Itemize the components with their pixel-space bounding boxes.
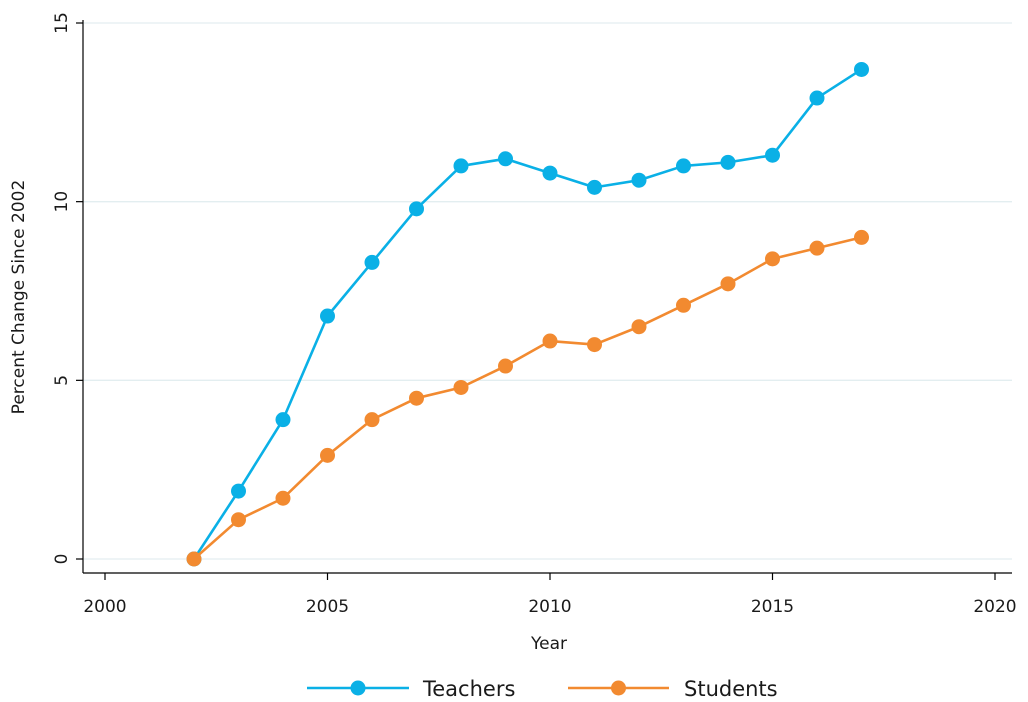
data-point <box>676 297 691 313</box>
legend-marker <box>350 680 366 696</box>
data-point <box>676 158 691 174</box>
data-point <box>542 165 558 181</box>
data-point <box>809 90 825 106</box>
data-point <box>587 337 602 353</box>
series-students <box>186 229 869 567</box>
legend: Teachers Students <box>307 677 778 701</box>
data-point <box>275 490 291 506</box>
data-point <box>453 379 469 395</box>
data-point <box>275 412 291 428</box>
data-point <box>542 333 558 349</box>
x-axis-title: Year <box>530 634 567 654</box>
data-point <box>231 512 246 528</box>
data-point <box>409 201 424 217</box>
x-tick-label: 2020 <box>973 597 1016 617</box>
series-line <box>193 236 862 560</box>
legend-label: Teachers <box>422 677 515 701</box>
data-point <box>720 154 736 170</box>
legend-marker <box>611 680 626 696</box>
y-axis-title: Percent Change Since 2002 <box>9 180 29 415</box>
data-point <box>631 319 647 335</box>
series <box>186 61 869 567</box>
data-point <box>809 240 825 256</box>
data-point <box>364 412 380 428</box>
data-point <box>186 551 202 567</box>
data-point <box>854 61 869 77</box>
data-point <box>631 172 647 188</box>
y-tick-label: 10 <box>52 191 72 213</box>
axes <box>82 20 1012 574</box>
y-tick-label: 5 <box>52 375 72 386</box>
legend-item-teachers: Teachers <box>307 677 515 701</box>
series-line <box>192 68 863 560</box>
ticks: 0 5 10 15 2000 2005 2010 2015 2020 <box>52 12 1017 617</box>
data-point <box>587 179 602 195</box>
data-point <box>765 147 780 163</box>
legend-label: Students <box>684 677 778 701</box>
data-point <box>765 251 780 267</box>
data-point <box>720 276 736 292</box>
data-point <box>231 483 246 499</box>
data-point <box>320 447 335 463</box>
gridlines <box>83 22 1012 560</box>
x-tick-label: 2000 <box>83 597 126 617</box>
data-point <box>364 254 380 270</box>
data-point <box>453 158 469 174</box>
data-point <box>498 358 513 374</box>
y-tick-label: 0 <box>52 554 72 565</box>
y-tick-label: 15 <box>52 12 72 34</box>
data-point <box>854 229 869 245</box>
x-tick-label: 2005 <box>306 597 349 617</box>
legend-item-students: Students <box>568 677 778 701</box>
data-point <box>409 390 424 406</box>
x-tick-label: 2010 <box>528 597 571 617</box>
x-tick-label: 2015 <box>751 597 794 617</box>
data-point <box>498 151 513 167</box>
data-point <box>320 308 335 324</box>
